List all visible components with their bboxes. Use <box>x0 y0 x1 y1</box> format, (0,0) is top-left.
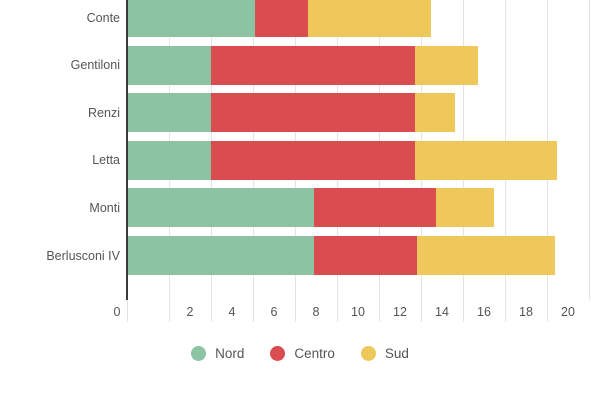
bar-segment-nord[interactable] <box>127 236 314 275</box>
x-tick <box>421 300 422 322</box>
bar-segment-centro[interactable] <box>211 140 415 180</box>
x-tick-label: 8 <box>312 305 320 319</box>
x-tick-label: 6 <box>270 305 278 319</box>
y-tick-label: Renzi <box>88 105 120 120</box>
x-tick <box>211 300 212 322</box>
bar-segment-nord[interactable] <box>127 93 211 133</box>
x-tick-label: 4 <box>228 305 236 319</box>
bar-segment-nord[interactable] <box>127 140 211 180</box>
x-tick-label: 2 <box>186 305 194 319</box>
bar-segment-sud[interactable] <box>416 236 556 275</box>
y-tick-label: Gentiloni <box>70 58 120 73</box>
bar-row-berlusconi-iv[interactable] <box>127 236 560 275</box>
x-tick <box>127 300 128 322</box>
bar-segment-nord[interactable] <box>127 0 256 37</box>
bar-segment-centro[interactable] <box>211 93 415 133</box>
circle-icon <box>270 345 286 361</box>
legend-item-centro[interactable]: Centro <box>270 345 335 361</box>
y-axis: Berlusconi IV Monti Letta Renzi Gentiloni Con… <box>0 0 120 300</box>
bar-segment-nord[interactable] <box>127 45 211 85</box>
x-tick <box>463 300 464 322</box>
x-tick-label: 0 <box>113 305 121 319</box>
legend-item-nord[interactable]: Nord <box>191 345 245 361</box>
x-tick-label: 16 <box>477 305 491 319</box>
x-tick <box>253 300 254 322</box>
bar-row-monti[interactable] <box>127 188 560 228</box>
legend-item-sud[interactable]: Sud <box>360 345 409 361</box>
y-tick-label: Monti <box>89 200 120 215</box>
x-tick <box>505 300 506 322</box>
bar-row-gentiloni[interactable] <box>127 45 560 85</box>
bar-segment-centro[interactable] <box>313 236 417 275</box>
x-axis: 0 2 4 6 8 10 12 14 16 18 20 <box>0 300 600 326</box>
bar-segment-nord[interactable] <box>127 188 314 228</box>
bar-segment-sud[interactable] <box>414 93 455 133</box>
bar-segment-centro[interactable] <box>211 45 415 85</box>
x-tick <box>379 300 380 322</box>
x-tick-label: 12 <box>393 305 407 319</box>
bar-row-letta[interactable] <box>127 140 560 180</box>
y-tick-label: Conte <box>86 10 120 25</box>
bar-segment-centro[interactable] <box>313 188 436 228</box>
bar-segment-sud[interactable] <box>414 140 558 180</box>
bar-segment-sud[interactable] <box>435 188 495 228</box>
y-axis-line <box>126 0 128 300</box>
x-tick <box>169 300 170 322</box>
legend-label: Sud <box>384 345 409 361</box>
x-tick-label: 18 <box>519 305 533 319</box>
bar-segment-sud[interactable] <box>414 45 478 85</box>
x-tick-label: 20 <box>561 305 575 319</box>
x-tick <box>295 300 296 322</box>
x-tick <box>337 300 338 322</box>
bar-row-renzi[interactable] <box>127 93 560 133</box>
legend-label: Centro <box>294 345 335 361</box>
chart-legend: Nord Centro Sud <box>0 340 600 366</box>
x-tick <box>547 300 548 322</box>
x-tick-label: 14 <box>435 305 449 319</box>
plot-area <box>127 0 590 300</box>
gridline <box>589 0 590 300</box>
x-tick-label: 10 <box>351 305 365 319</box>
bar-segment-centro[interactable] <box>255 0 308 37</box>
bar-row-conte[interactable] <box>127 0 560 37</box>
circle-icon <box>360 345 376 361</box>
y-tick-label: Berlusconi IV <box>46 248 120 263</box>
circle-icon <box>191 345 207 361</box>
bar-segment-sud[interactable] <box>307 0 432 37</box>
y-tick-label: Letta <box>92 153 120 168</box>
legend-label: Nord <box>215 345 245 361</box>
